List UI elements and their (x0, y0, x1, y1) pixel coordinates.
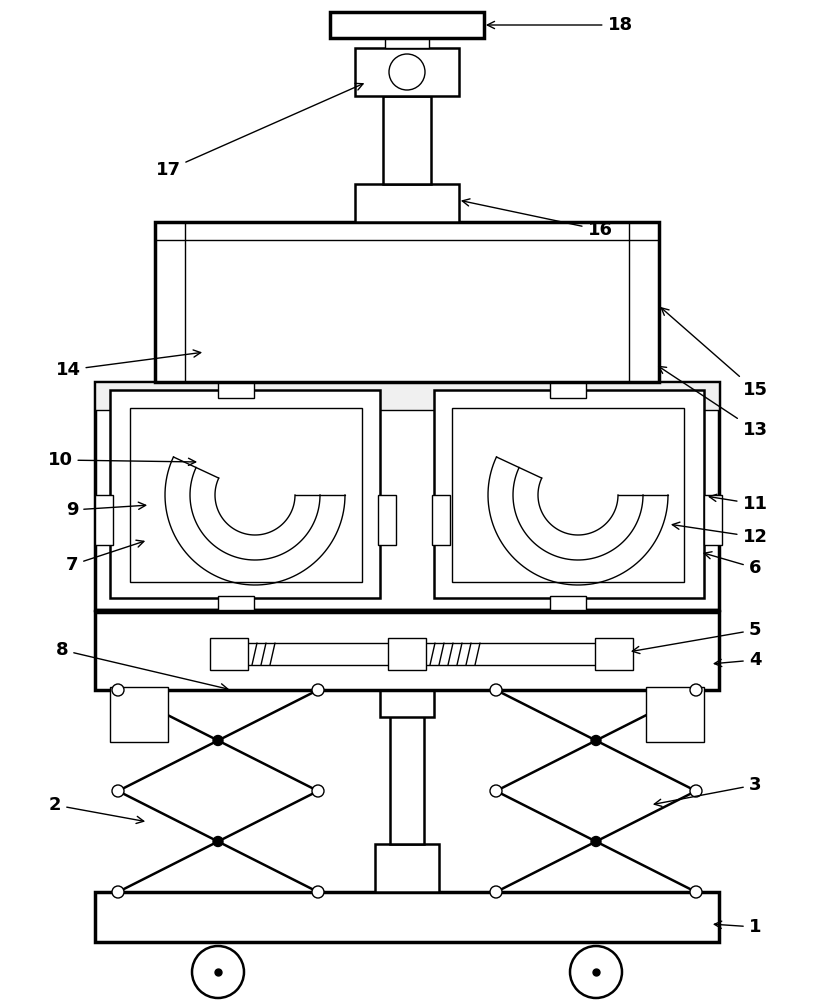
Text: 5: 5 (632, 621, 761, 654)
Bar (110, 687, 168, 742)
Bar (355, 184, 459, 222)
Bar (595, 638, 633, 670)
Text: 18: 18 (488, 16, 632, 34)
Circle shape (690, 684, 702, 696)
Bar (95, 892, 719, 942)
Circle shape (690, 785, 702, 797)
Text: 1: 1 (715, 918, 761, 936)
Circle shape (490, 785, 502, 797)
Bar (550, 596, 586, 610)
Bar (550, 382, 586, 398)
Bar (704, 495, 722, 545)
Text: 2: 2 (49, 796, 144, 823)
Bar (380, 689, 434, 717)
Bar (110, 390, 380, 598)
Bar (646, 687, 704, 742)
Circle shape (312, 785, 324, 797)
Bar (355, 48, 459, 96)
Text: 16: 16 (462, 199, 612, 239)
Bar (375, 844, 439, 892)
Circle shape (690, 886, 702, 898)
Bar (210, 638, 248, 670)
Bar (130, 408, 362, 582)
Circle shape (112, 886, 124, 898)
Circle shape (570, 946, 622, 998)
Text: 13: 13 (659, 366, 768, 439)
Circle shape (591, 736, 601, 746)
Bar (95, 382, 719, 410)
Text: 15: 15 (661, 308, 768, 399)
Text: 4: 4 (715, 651, 761, 669)
Circle shape (213, 836, 223, 846)
Bar (218, 382, 254, 398)
Circle shape (112, 684, 124, 696)
Bar (378, 495, 396, 545)
Text: 8: 8 (55, 641, 228, 691)
Text: 11: 11 (709, 494, 768, 513)
Bar (155, 222, 659, 382)
Bar (390, 714, 424, 844)
Circle shape (490, 886, 502, 898)
Bar (385, 24, 429, 48)
Text: 12: 12 (672, 522, 768, 546)
Bar (330, 12, 484, 38)
Bar (383, 96, 431, 184)
Text: 14: 14 (55, 350, 201, 379)
Bar (95, 495, 113, 545)
Text: 17: 17 (155, 83, 363, 179)
Circle shape (490, 684, 502, 696)
Bar (95, 612, 719, 690)
Bar (388, 638, 426, 670)
Circle shape (213, 736, 223, 746)
Bar (432, 495, 450, 545)
Bar (390, 502, 424, 612)
Bar (218, 596, 254, 610)
Bar (452, 408, 684, 582)
Circle shape (112, 785, 124, 797)
Text: 9: 9 (66, 501, 146, 519)
Circle shape (591, 836, 601, 846)
Bar (95, 382, 719, 610)
Bar (434, 390, 704, 598)
Text: 3: 3 (654, 776, 761, 806)
Text: 6: 6 (704, 552, 761, 577)
Circle shape (312, 684, 324, 696)
Bar (215, 643, 599, 665)
Text: 10: 10 (47, 451, 195, 469)
Circle shape (389, 54, 425, 90)
Circle shape (312, 886, 324, 898)
Circle shape (192, 946, 244, 998)
Text: 7: 7 (66, 540, 144, 574)
